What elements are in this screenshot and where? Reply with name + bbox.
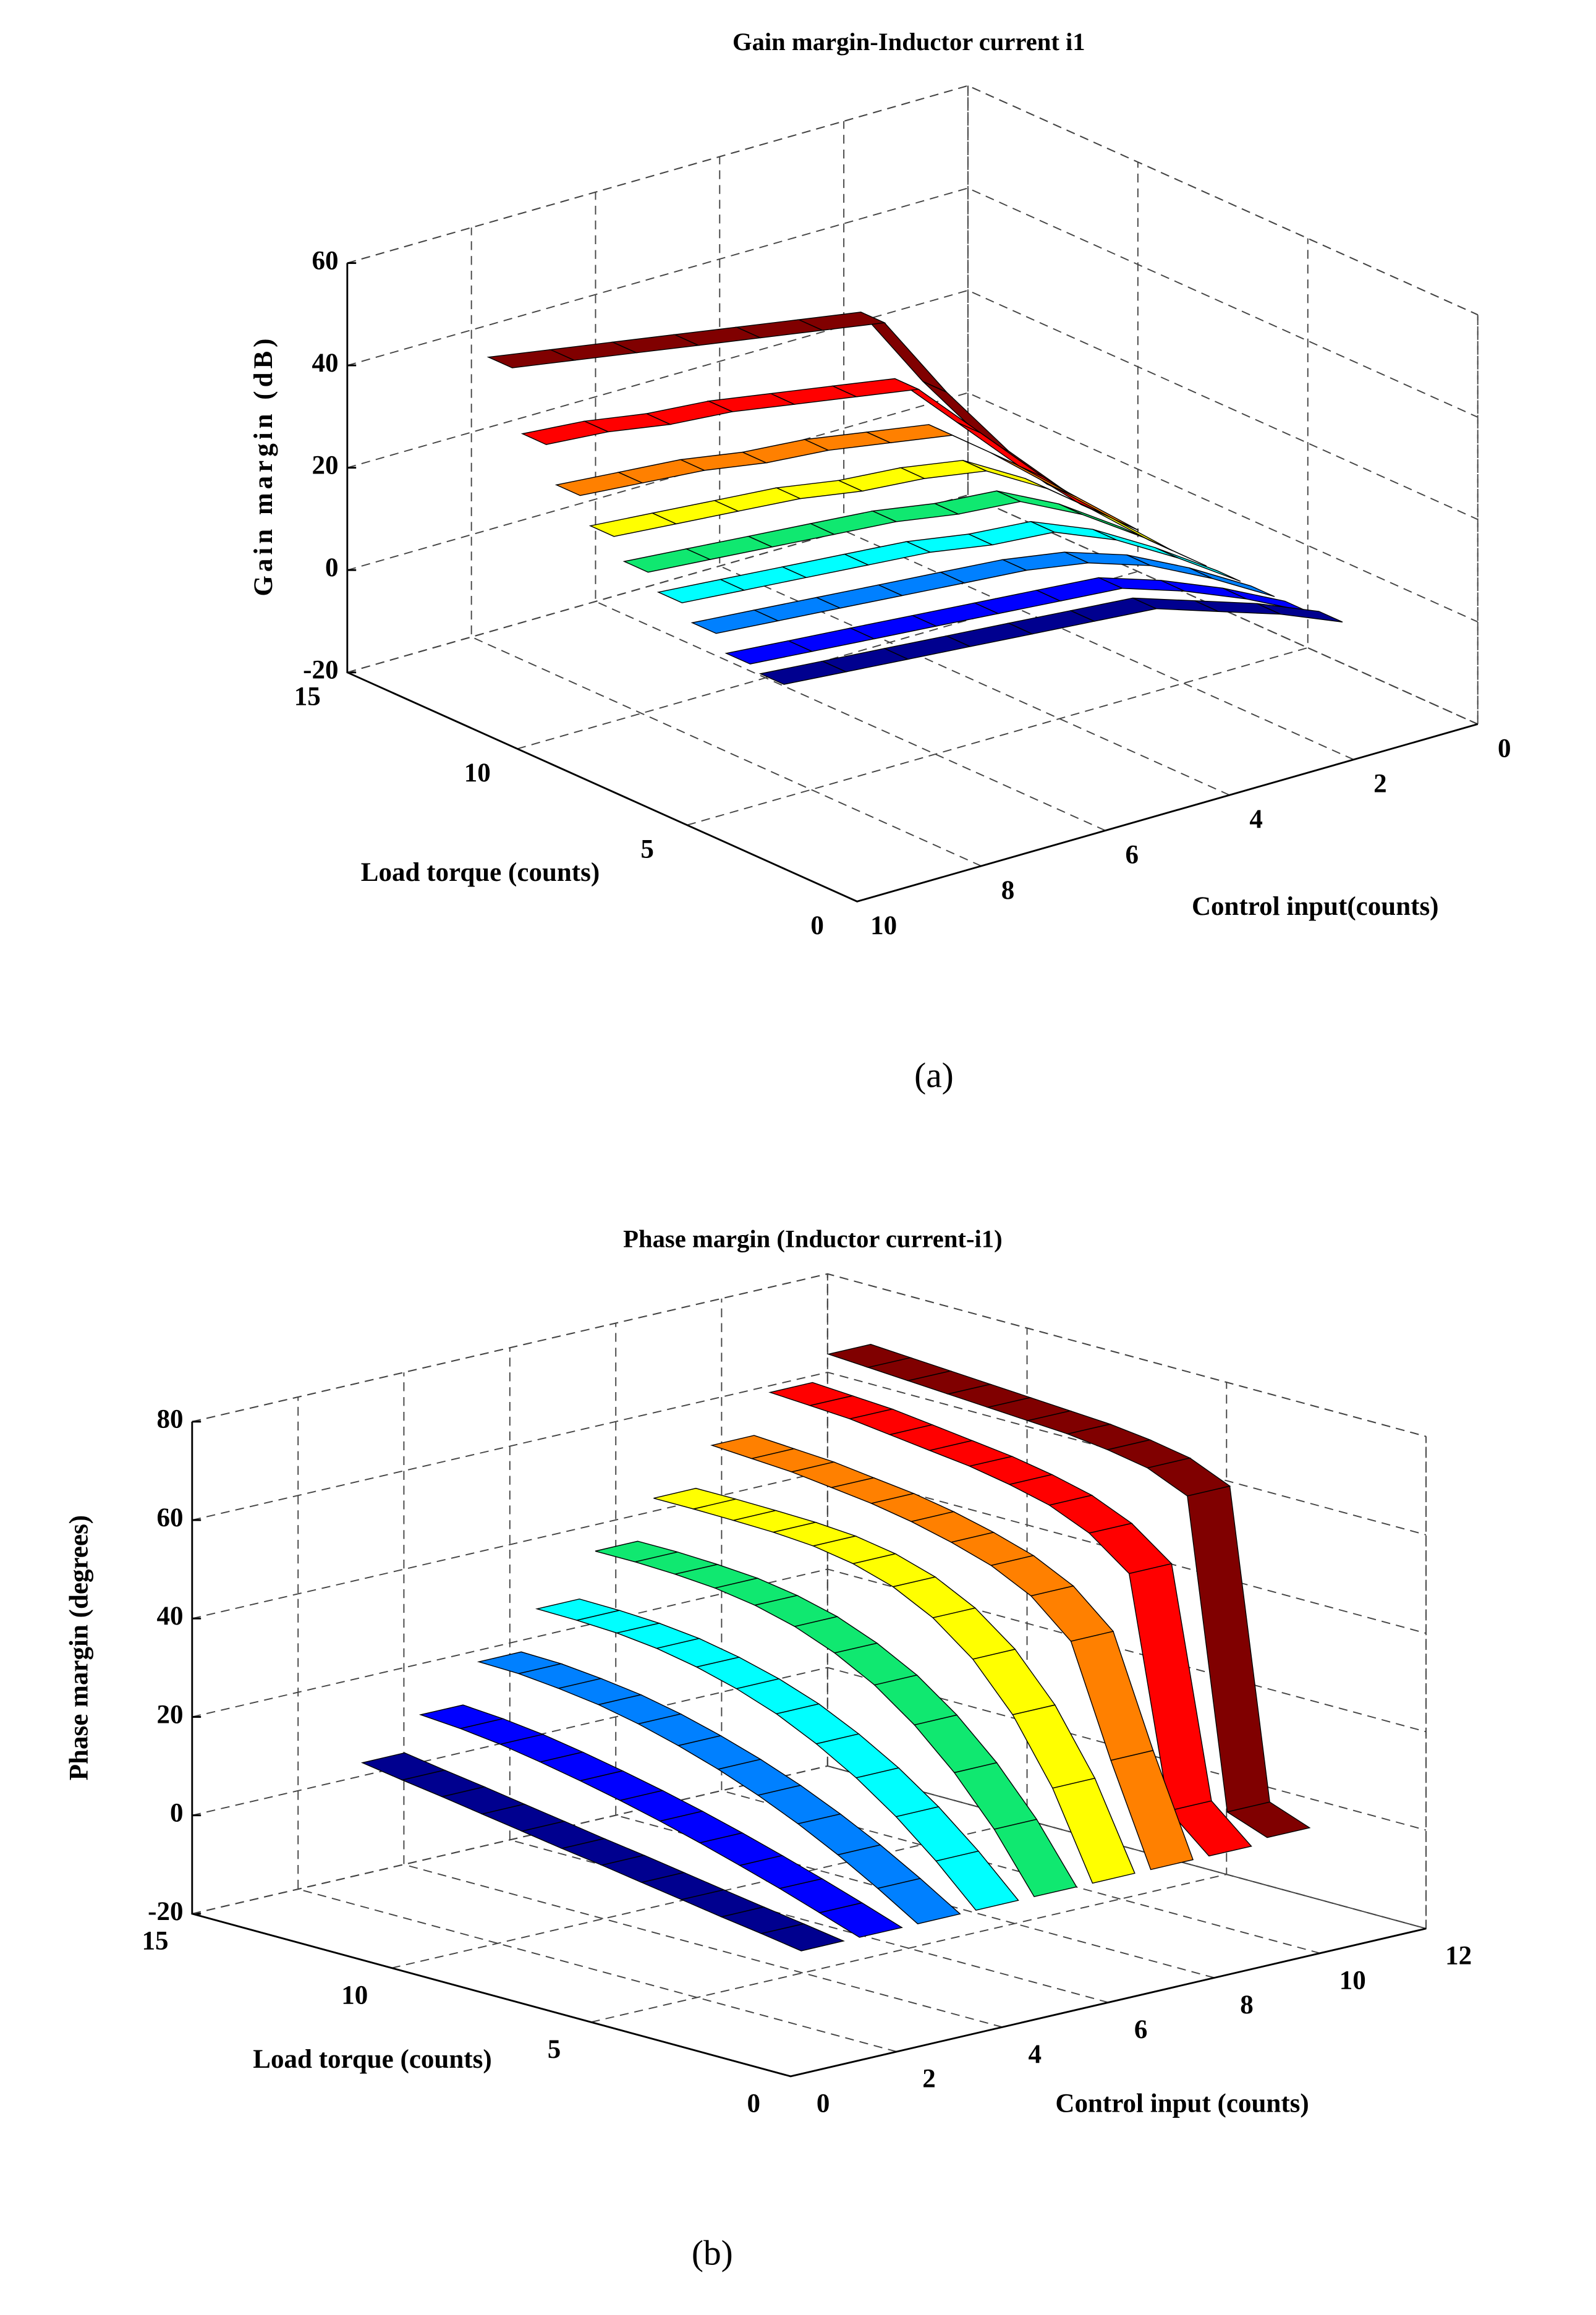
- chart-title: Phase margin (Inductor current-i1): [623, 1225, 1002, 1252]
- grid-line: [347, 187, 1479, 418]
- ribbon-segment: [1088, 1523, 1173, 1574]
- ribbon-segment: [1110, 1749, 1194, 1871]
- x-tick-label: 2: [1373, 770, 1387, 799]
- ribbon-segment: [486, 349, 576, 368]
- ribbon-segment: [1168, 1800, 1252, 1857]
- z-tick-label: -20: [303, 656, 338, 685]
- ribbon-segment: [760, 1923, 845, 1952]
- grid-line: [615, 1323, 1215, 1979]
- grid-line: [297, 1396, 897, 2052]
- y-tick-label: 15: [294, 682, 321, 711]
- ribbon-segment: [1012, 1704, 1096, 1789]
- grid-line: [517, 162, 1139, 750]
- ribbon-segment: [1030, 1585, 1114, 1642]
- x-tick-label: 2: [922, 2065, 936, 2094]
- y-tick-label: 15: [142, 1927, 169, 1956]
- y-axis-label: Load torque (counts): [253, 2045, 491, 2074]
- back-edges: [192, 1273, 1427, 1437]
- grid-line: [687, 238, 1309, 826]
- grid-line: [192, 1273, 828, 1914]
- x-axis-label: Control input(counts): [1192, 892, 1439, 921]
- y-tick-label: 0: [810, 911, 824, 940]
- x-tick-label: 10: [870, 911, 897, 940]
- ribbon-segment: [724, 640, 814, 665]
- ribbon-segment: [972, 1649, 1056, 1715]
- x-tick-label: 10: [1339, 1966, 1366, 1995]
- z-tick-label: 20: [156, 1700, 183, 1729]
- axis-line: [346, 263, 1479, 903]
- x-tick-label: 8: [1001, 876, 1015, 905]
- ribbon-segment: [877, 1878, 961, 1924]
- grid-line: [192, 1273, 1427, 1437]
- grid-line: [719, 156, 1230, 796]
- ribbon-segment: [1126, 554, 1213, 579]
- ribbon-segment: [656, 579, 746, 603]
- x-tick-label: 0: [817, 2089, 830, 2118]
- x-tick-label: 8: [1240, 1990, 1254, 2020]
- grid-line: [347, 392, 1479, 622]
- grid-line: [192, 1371, 1427, 1536]
- y-axis-label: Load torque (counts): [361, 858, 600, 887]
- z-tick-label: 40: [312, 349, 338, 378]
- x-tick-label: 0: [1498, 734, 1511, 763]
- ribbon-segment: [554, 472, 644, 496]
- y-tick-label: 5: [640, 835, 654, 864]
- ribbon-segment: [622, 548, 712, 573]
- x-axis-label: Control input (counts): [1055, 2089, 1309, 2118]
- ribbon-segment: [1226, 1801, 1311, 1838]
- ribbon-segment: [520, 420, 610, 445]
- grid-line: [347, 85, 969, 673]
- z-tick-label: 0: [325, 553, 339, 582]
- z-tick-label: 20: [312, 451, 338, 480]
- ribbon-segment: [1070, 1631, 1154, 1761]
- grid-line: [403, 1372, 1003, 2028]
- ribbon-segment: [953, 1762, 1038, 1830]
- grid-line: [721, 1298, 1320, 1954]
- ribbon-segment: [690, 610, 780, 634]
- grid-line: [470, 227, 982, 867]
- ribbon-segment: [588, 512, 678, 537]
- caption: (b): [692, 2234, 733, 2273]
- y-tick-label: 10: [464, 758, 491, 788]
- y-tick-label: 5: [548, 2035, 561, 2064]
- grid-line: [843, 121, 1354, 760]
- grid-line: [509, 1348, 1109, 2003]
- z-tick-label: 60: [156, 1503, 183, 1532]
- caption: (a): [914, 1056, 954, 1095]
- ribbon-segment: [993, 1819, 1077, 1898]
- y-tick-label: 10: [341, 1981, 368, 2010]
- y-tick-label: 0: [747, 2089, 761, 2118]
- grid-line: [347, 289, 1479, 520]
- ribbon-segment: [1051, 1777, 1135, 1884]
- z-axis-label: Phase margin (degrees): [64, 1515, 93, 1780]
- ribbon-segment: [922, 381, 1009, 452]
- ribbon-segment: [818, 1902, 903, 1938]
- axis-line: [191, 1421, 1427, 2078]
- grid-line: [347, 85, 1479, 316]
- z-tick-label: 80: [156, 1405, 183, 1434]
- x-tick-label: 4: [1029, 2040, 1042, 2069]
- z-tick-label: 60: [312, 246, 338, 275]
- z-axis-label: Gain margin (dB): [249, 335, 278, 597]
- ribbon-segment: [932, 1607, 1016, 1660]
- z-tick-label: 40: [156, 1602, 183, 1631]
- x-tick-label: 6: [1134, 2015, 1148, 2044]
- x-tick-label: 4: [1249, 805, 1263, 834]
- z-tick-label: -20: [148, 1897, 183, 1926]
- ribbon-segment: [758, 660, 848, 685]
- grid-line: [595, 192, 1106, 831]
- x-tick-label: 12: [1445, 1942, 1472, 1971]
- ribbon-segment: [935, 1850, 1019, 1911]
- ribbon-segment: [895, 1806, 980, 1862]
- z-tick-label: 0: [170, 1799, 184, 1828]
- x-tick-label: 6: [1126, 840, 1139, 869]
- ribbon-segment: [914, 1714, 998, 1773]
- chart-title: Gain margin-Inductor current i1: [732, 28, 1085, 56]
